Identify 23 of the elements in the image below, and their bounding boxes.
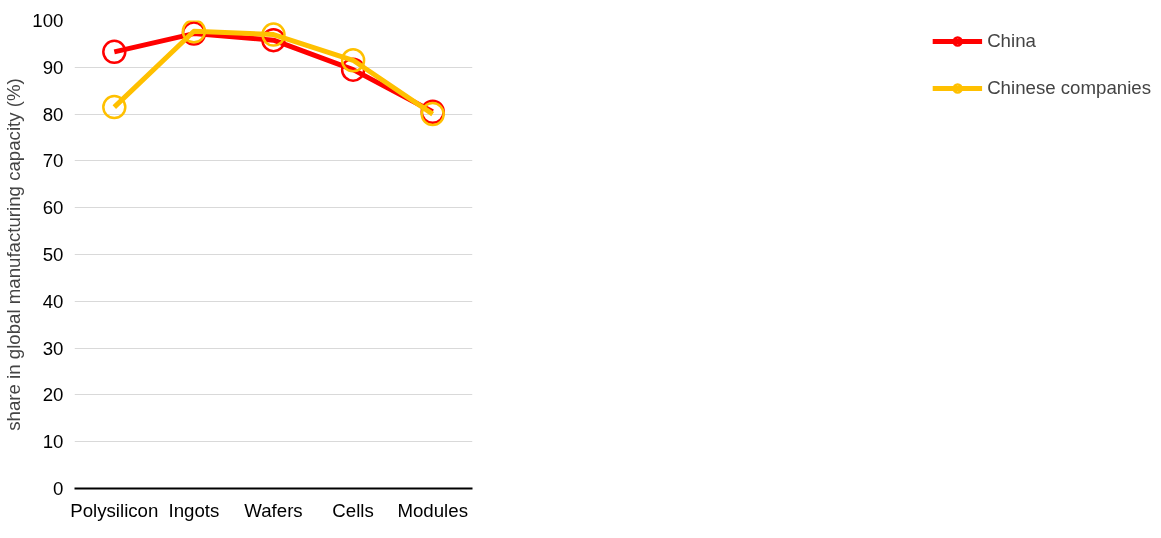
x-tick-label: Polysilicon	[70, 499, 159, 521]
x-tick-label: Ingots	[168, 499, 220, 521]
y-tick-label: 80	[42, 103, 64, 125]
y-tick-label: 100	[32, 10, 64, 31]
y-tick-label: 20	[42, 384, 64, 406]
point	[102, 94, 127, 120]
y-tick-label: 60	[42, 197, 64, 219]
y-tick-label: 40	[42, 290, 64, 312]
y-tick-label: 70	[42, 150, 64, 172]
x-tick-label: Cells	[332, 499, 374, 521]
x-tick-label: Modules	[397, 499, 468, 521]
y-tick-label: 10	[42, 431, 64, 453]
legend-label: Chinese companies	[987, 77, 1151, 99]
y-tick-label: 90	[42, 56, 64, 78]
y-tick-label: 50	[42, 244, 64, 265]
point	[261, 22, 286, 47]
legend-label: China	[987, 30, 1036, 52]
point	[102, 39, 127, 65]
y-tick-label: 30	[42, 337, 64, 359]
y-axis-title: share in global manufacturing capacity (%)	[3, 78, 25, 431]
y-tick-label: 0	[53, 478, 64, 499]
x-tick-label: Wafers	[244, 499, 303, 521]
point	[340, 48, 366, 73]
